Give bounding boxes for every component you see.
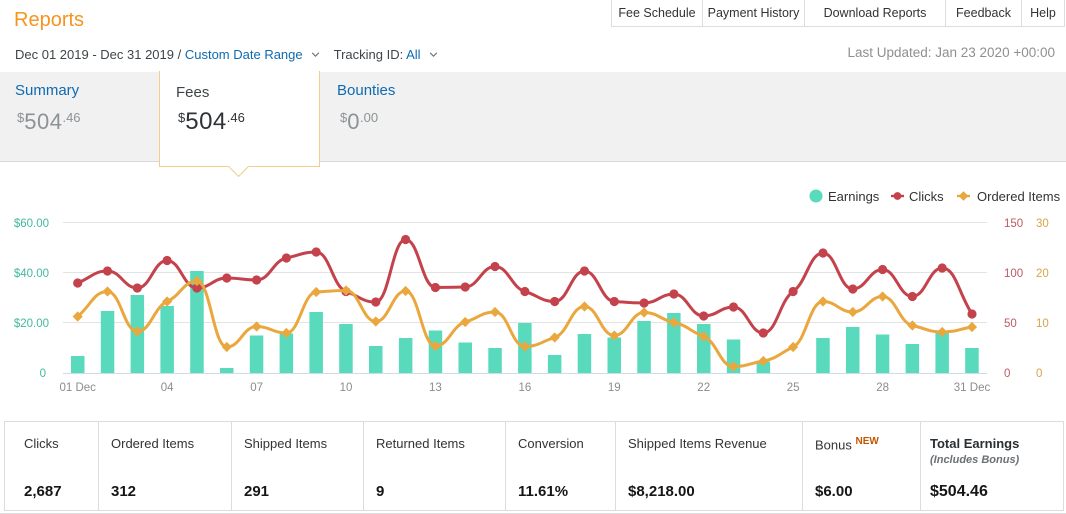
svg-text:25: 25 — [787, 382, 800, 394]
svg-text:30: 30 — [1036, 218, 1049, 230]
svg-text:07: 07 — [250, 382, 263, 394]
svg-text:100: 100 — [1004, 268, 1023, 280]
svg-text:0: 0 — [1036, 368, 1042, 380]
svg-text:19: 19 — [608, 382, 621, 394]
svg-text:$60.00: $60.00 — [14, 218, 49, 230]
svg-text:10: 10 — [340, 382, 353, 394]
svg-text:50: 50 — [1004, 318, 1017, 330]
svg-text:0: 0 — [40, 368, 46, 380]
svg-text:13: 13 — [429, 382, 442, 394]
svg-text:31 Dec: 31 Dec — [954, 382, 991, 394]
svg-text:150: 150 — [1004, 218, 1023, 230]
svg-text:22: 22 — [697, 382, 710, 394]
svg-text:20: 20 — [1036, 268, 1049, 280]
svg-text:$40.00: $40.00 — [14, 268, 49, 280]
svg-text:0: 0 — [1004, 368, 1010, 380]
svg-text:16: 16 — [519, 382, 532, 394]
svg-text:28: 28 — [876, 382, 889, 394]
svg-text:04: 04 — [161, 382, 174, 394]
svg-text:$20.00: $20.00 — [14, 318, 49, 330]
svg-text:01 Dec: 01 Dec — [59, 382, 96, 394]
svg-text:10: 10 — [1036, 318, 1049, 330]
